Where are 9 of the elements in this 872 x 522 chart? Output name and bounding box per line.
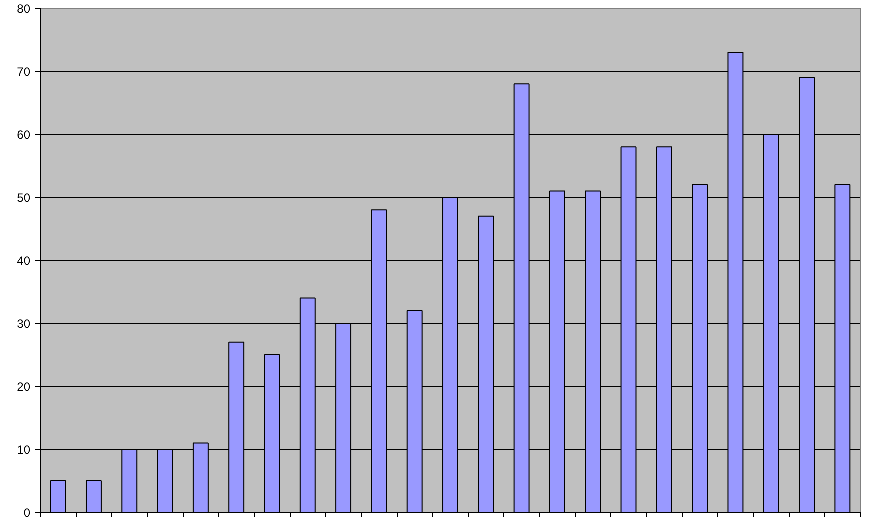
- y-tick-label: 10: [17, 443, 31, 457]
- y-tick-label: 50: [17, 191, 31, 205]
- y-tick-label: 40: [17, 254, 31, 268]
- y-tick-label: 0: [24, 506, 31, 520]
- y-tick-label: 30: [17, 317, 31, 331]
- y-tick-label: 70: [17, 65, 31, 79]
- y-tick-label: 20: [17, 380, 31, 394]
- y-tick-label: 60: [17, 128, 31, 142]
- y-tick-label: 80: [17, 2, 31, 16]
